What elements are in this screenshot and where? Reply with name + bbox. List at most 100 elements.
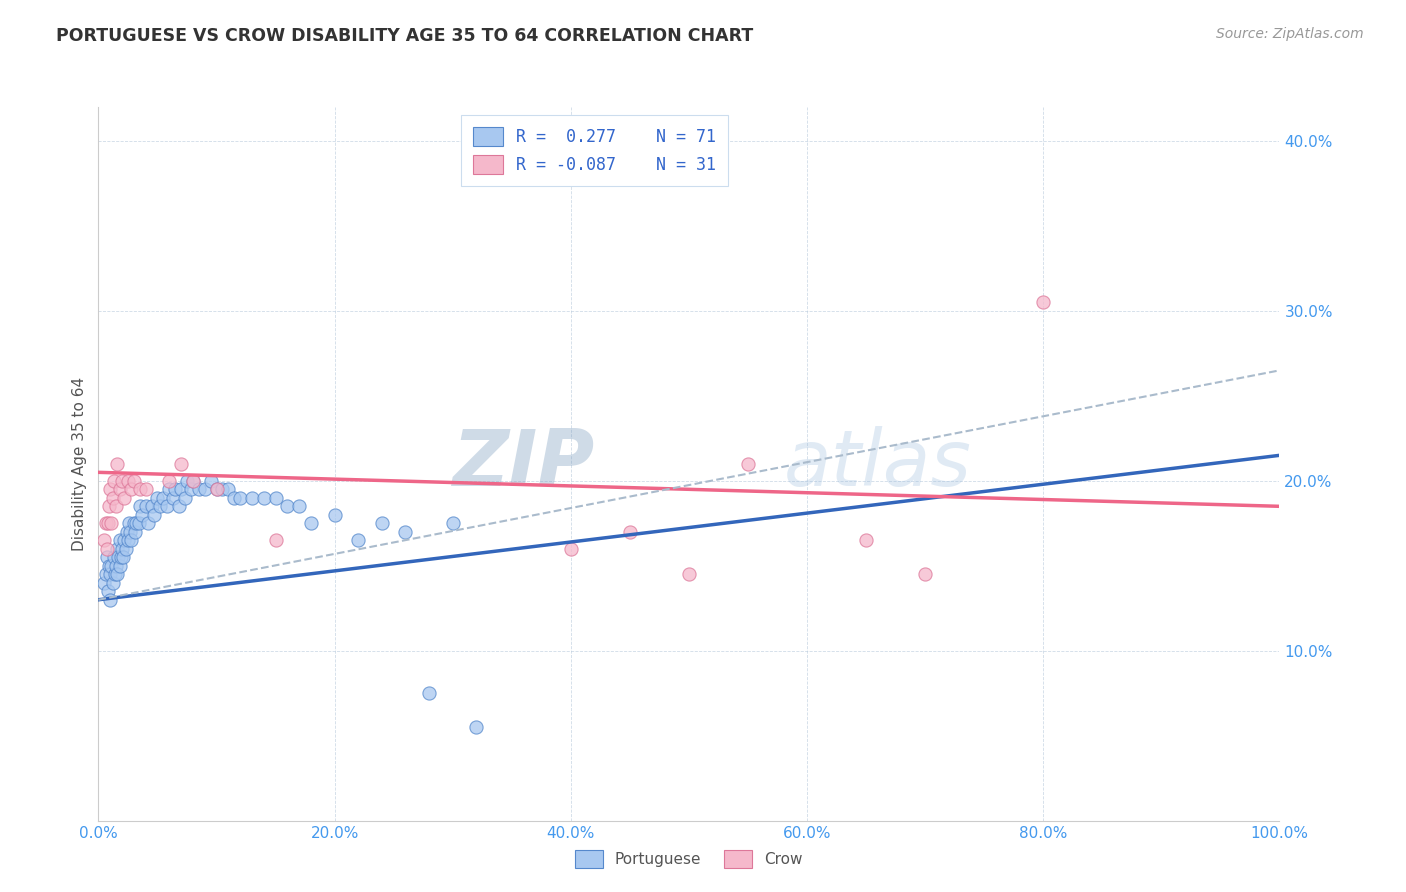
Point [465,720,488,734]
Point [98,567,121,582]
Point [122,474,145,488]
Point [211,483,233,497]
Point [176,474,198,488]
Point [117,474,139,488]
Point [253,491,276,505]
Point [229,491,252,505]
Point [205,483,228,497]
Point [217,483,239,497]
Point [105,558,128,573]
Point [181,474,204,488]
Point [135,500,157,514]
Point [108,558,131,573]
Point [128,500,150,514]
Point [418,686,440,700]
Point [170,457,193,471]
Point [441,516,464,531]
Point [323,508,346,522]
Point [264,491,287,505]
Point [98,558,121,573]
Point [105,541,128,556]
Point [855,533,877,548]
Point [122,516,145,531]
Point [100,558,122,573]
Point [121,533,143,548]
Point [128,516,150,531]
Point [110,550,132,565]
Point [112,491,135,505]
Point [157,483,180,497]
Point [93,533,115,548]
Point [678,567,700,582]
Point [101,575,124,590]
Point [187,483,209,497]
Point [165,483,187,497]
Text: PORTUGUESE VS CROW DISABILITY AGE 35 TO 64 CORRELATION CHART: PORTUGUESE VS CROW DISABILITY AGE 35 TO … [56,27,754,45]
Point [93,575,115,590]
Point [98,500,121,514]
Point [157,474,180,488]
Point [180,483,202,497]
Point [371,516,394,531]
Point [98,592,121,607]
Point [117,533,139,548]
Point [101,491,124,505]
Point [97,584,120,599]
Point [200,474,222,488]
Point [149,500,172,514]
Point [97,516,120,531]
Point [103,474,125,488]
Point [94,516,117,531]
Point [347,533,370,548]
Point [120,524,142,539]
Point [619,524,641,539]
Point [108,533,131,548]
Point [124,524,146,539]
Point [128,483,150,497]
Text: ZIP: ZIP [453,425,595,502]
Point [1032,295,1054,310]
Point [205,483,228,497]
Point [114,541,136,556]
Point [111,474,134,488]
Point [136,516,159,531]
Point [107,550,129,565]
Point [737,457,759,471]
Point [108,483,131,497]
Point [103,550,125,565]
Y-axis label: Disability Age 35 to 64: Disability Age 35 to 64 [72,376,87,551]
Point [276,500,298,514]
Point [111,541,134,556]
Point [112,533,135,548]
Point [173,491,195,505]
Point [141,500,163,514]
Point [142,508,165,522]
Point [194,483,217,497]
Point [152,491,174,505]
Point [94,567,117,582]
Point [115,524,138,539]
Point [100,516,122,531]
Point [105,500,128,514]
Point [224,491,246,505]
Point [131,508,153,522]
Point [98,483,121,497]
Legend: Portuguese, Crow: Portuguese, Crow [569,844,808,873]
Point [914,567,936,582]
Point [394,524,416,539]
Point [104,567,127,582]
Point [264,533,287,548]
Point [105,567,128,582]
Point [146,491,169,505]
Point [135,483,157,497]
Point [560,541,582,556]
Point [181,474,204,488]
Point [105,457,128,471]
Point [162,491,184,505]
Point [167,500,190,514]
Point [96,541,118,556]
Point [118,516,141,531]
Point [112,550,135,565]
Point [170,483,193,497]
Text: atlas: atlas [783,425,972,502]
